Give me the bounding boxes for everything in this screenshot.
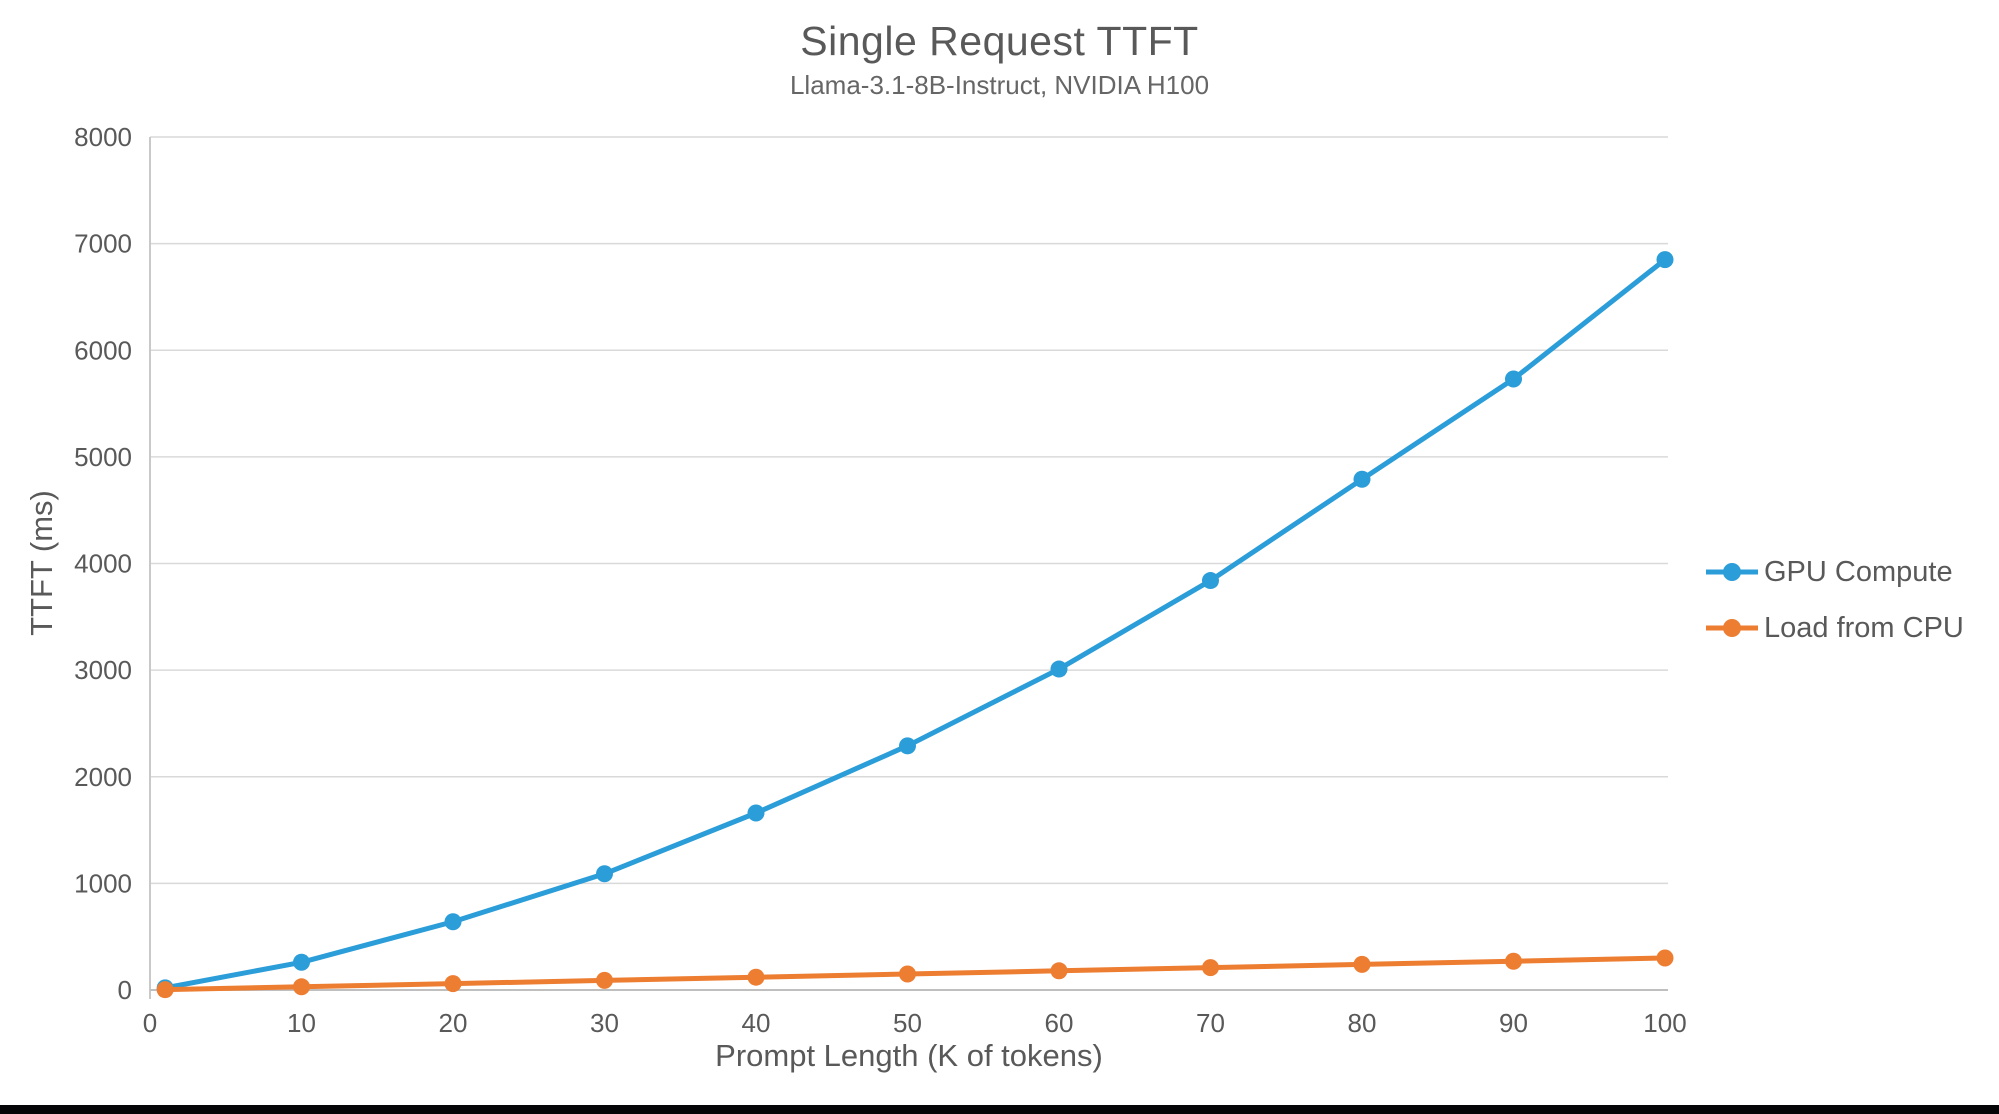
data-point-gpu-compute <box>444 913 462 931</box>
data-point-load-from-cpu <box>444 975 462 993</box>
legend-line-marker-icon <box>1706 619 1758 637</box>
y-axis-title: TTFT (ms) <box>24 490 59 636</box>
data-point-gpu-compute <box>1050 660 1068 678</box>
chart-subtitle: Llama-3.1-8B-Instruct, NVIDIA H100 <box>789 70 1210 100</box>
legend: GPU Compute Load from CPU <box>1706 552 1964 648</box>
y-tick-label: 8000 <box>74 122 132 152</box>
x-tick-label: 40 <box>742 1008 771 1038</box>
x-tick-label: 70 <box>1196 1008 1225 1038</box>
data-point-gpu-compute <box>293 953 310 971</box>
x-tick-label: 100 <box>1643 1008 1686 1038</box>
legend-label: Load from CPU <box>1764 611 1964 644</box>
data-point-gpu-compute <box>1505 370 1522 388</box>
x-tick-label: 30 <box>590 1008 619 1038</box>
legend-item: GPU Compute <box>1706 552 1964 592</box>
data-point-load-from-cpu <box>899 965 916 983</box>
legend-line-marker-icon <box>1706 563 1758 581</box>
series-line-gpu-compute <box>162 257 1668 991</box>
data-point-load-from-cpu <box>1353 955 1371 973</box>
data-point-load-from-cpu <box>596 971 613 989</box>
legend-label: GPU Compute <box>1764 555 1953 588</box>
x-tick-label: 50 <box>893 1008 922 1038</box>
data-point-load-from-cpu <box>1050 962 1068 980</box>
data-point-gpu-compute <box>1353 470 1371 488</box>
data-point-gpu-compute <box>899 737 916 755</box>
y-tick-label: 5000 <box>74 442 132 472</box>
data-point-load-from-cpu <box>1656 949 1674 967</box>
x-tick-label: 0 <box>143 1008 157 1038</box>
y-tick-label: 7000 <box>74 229 132 259</box>
x-tick-label: 80 <box>1348 1008 1377 1038</box>
y-tick-label: 0 <box>118 975 132 1005</box>
data-point-gpu-compute <box>747 804 765 822</box>
data-point-load-from-cpu <box>1505 952 1522 970</box>
legend-item: Load from CPU <box>1706 608 1964 648</box>
y-tick-label: 4000 <box>74 549 132 579</box>
data-point-load-from-cpu <box>1202 959 1219 977</box>
data-point-gpu-compute <box>1202 572 1219 590</box>
data-point-load-from-cpu <box>156 981 174 999</box>
data-point-gpu-compute <box>1656 251 1674 269</box>
x-tick-label: 10 <box>287 1008 316 1038</box>
x-tick-label: 20 <box>439 1008 468 1038</box>
chart-title: Single Request TTFT <box>800 18 1199 64</box>
y-tick-label: 1000 <box>74 868 132 898</box>
bottom-border-bar <box>0 1105 1999 1114</box>
y-tick-label: 3000 <box>74 655 132 685</box>
x-axis-title: Prompt Length (K of tokens) <box>715 1038 1103 1073</box>
data-point-load-from-cpu <box>747 968 765 986</box>
x-tick-label: 90 <box>1499 1008 1528 1038</box>
data-point-gpu-compute <box>596 865 613 883</box>
data-point-load-from-cpu <box>293 978 310 996</box>
y-tick-label: 2000 <box>74 762 132 792</box>
y-tick-label: 6000 <box>74 335 132 365</box>
x-tick-label: 60 <box>1045 1008 1074 1038</box>
